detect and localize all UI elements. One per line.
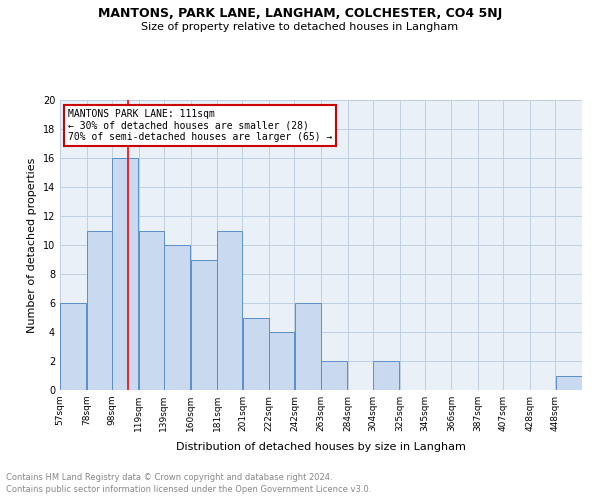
Bar <box>269 332 294 390</box>
Bar <box>191 260 217 390</box>
Text: MANTONS PARK LANE: 111sqm
← 30% of detached houses are smaller (28)
70% of semi-: MANTONS PARK LANE: 111sqm ← 30% of detac… <box>68 108 332 142</box>
Bar <box>295 303 320 390</box>
Bar <box>322 361 347 390</box>
Bar <box>87 230 112 390</box>
Bar <box>164 245 190 390</box>
Text: Distribution of detached houses by size in Langham: Distribution of detached houses by size … <box>176 442 466 452</box>
Bar <box>61 303 86 390</box>
Bar <box>112 158 138 390</box>
Bar <box>217 230 242 390</box>
Bar <box>556 376 581 390</box>
Y-axis label: Number of detached properties: Number of detached properties <box>27 158 37 332</box>
Text: Contains public sector information licensed under the Open Government Licence v3: Contains public sector information licen… <box>6 485 371 494</box>
Text: Contains HM Land Registry data © Crown copyright and database right 2024.: Contains HM Land Registry data © Crown c… <box>6 472 332 482</box>
Text: MANTONS, PARK LANE, LANGHAM, COLCHESTER, CO4 5NJ: MANTONS, PARK LANE, LANGHAM, COLCHESTER,… <box>98 8 502 20</box>
Bar <box>373 361 399 390</box>
Bar <box>243 318 269 390</box>
Bar <box>139 230 164 390</box>
Text: Size of property relative to detached houses in Langham: Size of property relative to detached ho… <box>142 22 458 32</box>
